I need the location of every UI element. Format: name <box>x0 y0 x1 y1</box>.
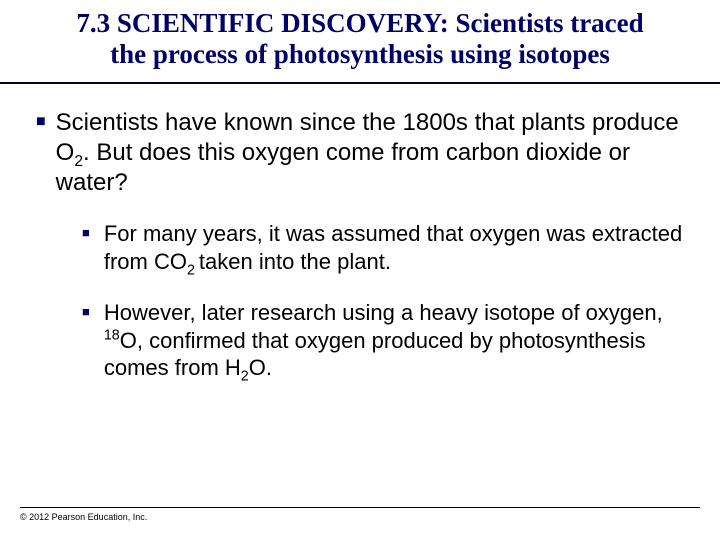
subscript: 2 <box>241 368 249 384</box>
bullet-marker-icon: ■ <box>36 114 46 130</box>
text-fragment: O. <box>249 355 272 380</box>
bullet-level2-text: For many years, it was assumed that oxyg… <box>104 220 684 275</box>
bullet-level2: ■ For many years, it was assumed that ox… <box>82 220 684 275</box>
title-line-2: the process of photosynthesis using isot… <box>20 39 700 70</box>
bullet-level1: ■ Scientists have known since the 1800s … <box>36 108 684 198</box>
subscript: 2 <box>187 262 199 278</box>
title-line-1: 7.3 SCIENTIFIC DISCOVERY: Scientists tra… <box>20 8 700 39</box>
bullet-marker-icon: ■ <box>82 305 90 318</box>
slide-body: ■ Scientists have known since the 1800s … <box>0 84 720 382</box>
bullet-marker-icon: ■ <box>82 226 90 239</box>
slide-footer: © 2012 Pearson Education, Inc. <box>20 507 700 522</box>
bullet-level2-text: However, later research using a heavy is… <box>104 299 684 382</box>
superscript: 18 <box>104 327 120 343</box>
copyright-text: © 2012 Pearson Education, Inc. <box>20 512 700 522</box>
text-fragment: However, later research using a heavy is… <box>104 300 663 325</box>
slide-title: 7.3 SCIENTIFIC DISCOVERY: Scientists tra… <box>0 0 720 84</box>
text-fragment: . But does this oxygen come from carbon … <box>56 139 630 196</box>
bullet-level2: ■ However, later research using a heavy … <box>82 299 684 382</box>
text-fragment: O, confirmed that oxygen produced by pho… <box>104 328 646 381</box>
bullet-level1-text: Scientists have known since the 1800s th… <box>56 108 684 198</box>
sub-bullet-list: ■ For many years, it was assumed that ox… <box>36 220 684 382</box>
subscript: 2 <box>74 153 83 170</box>
text-fragment: taken into the plant. <box>199 249 391 274</box>
footer-rule <box>20 507 700 508</box>
